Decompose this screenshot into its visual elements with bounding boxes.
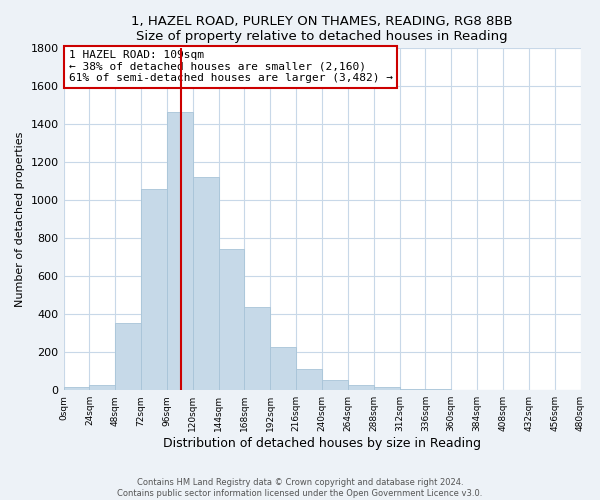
Bar (218, 248, 244, 390)
Text: 1 HAZEL ROAD: 109sqm
← 38% of detached houses are smaller (2,160)
61% of semi-de: 1 HAZEL ROAD: 109sqm ← 38% of detached h… (69, 50, 393, 83)
Y-axis label: Number of detached properties: Number of detached properties (15, 132, 25, 307)
Bar (141, 189, 167, 390)
Bar (193, 178, 218, 390)
Bar (374, 387, 400, 390)
X-axis label: Distribution of detached houses by size in Reading: Distribution of detached houses by size … (163, 437, 481, 450)
Bar (244, 306, 271, 390)
Bar (64, 388, 89, 390)
Bar (167, 112, 193, 390)
Title: 1, HAZEL ROAD, PURLEY ON THAMES, READING, RG8 8BB
Size of property relative to d: 1, HAZEL ROAD, PURLEY ON THAMES, READING… (131, 15, 513, 43)
Bar (296, 370, 322, 390)
Bar (348, 384, 374, 390)
Text: Contains HM Land Registry data © Crown copyright and database right 2024.
Contai: Contains HM Land Registry data © Crown c… (118, 478, 482, 498)
Bar (322, 380, 348, 390)
Bar (271, 346, 296, 390)
Bar (115, 323, 141, 390)
Bar (400, 388, 425, 390)
Bar (89, 384, 115, 390)
